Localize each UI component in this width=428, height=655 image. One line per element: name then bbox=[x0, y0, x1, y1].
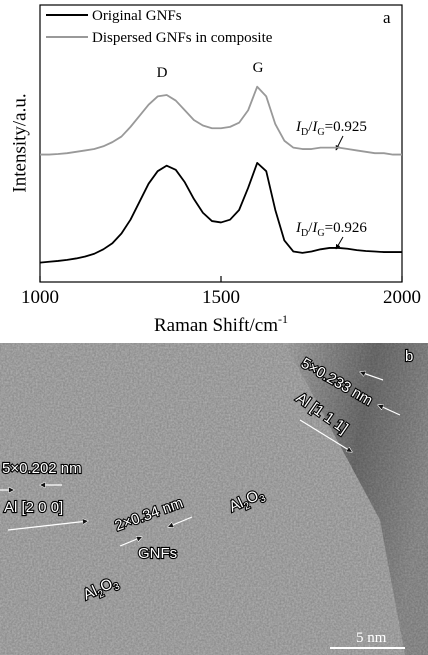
arrow bbox=[168, 516, 193, 527]
ratio-label-part: G bbox=[317, 127, 324, 138]
ratio-label: ID/IG=0.925 bbox=[295, 119, 367, 138]
x-axis-label-superscript: -1 bbox=[278, 312, 288, 326]
ratio-label-part: / bbox=[308, 220, 313, 236]
ratio-label-part: I bbox=[295, 119, 302, 135]
ratio-label-part: I bbox=[311, 119, 318, 135]
legend-label: Original GNFs bbox=[92, 8, 182, 24]
series-line bbox=[40, 85, 402, 156]
arrow bbox=[119, 537, 142, 547]
x-tick-label: 1500 bbox=[202, 287, 240, 308]
tem-dark-region bbox=[285, 343, 428, 655]
x-axis-label-text: Raman Shift/cm bbox=[154, 315, 278, 336]
arrow bbox=[7, 521, 88, 531]
tem-arrows bbox=[0, 372, 401, 547]
y-axis-label: Intensity/a.u. bbox=[9, 93, 30, 192]
panel-label: a bbox=[383, 8, 391, 27]
arrow bbox=[299, 419, 352, 452]
ratio-label-part: =0.926 bbox=[325, 220, 368, 236]
x-tick-label: 2000 bbox=[383, 287, 421, 308]
ratio-label-part: / bbox=[308, 119, 313, 135]
scale-bar-label: 5 nm bbox=[356, 630, 387, 646]
annotation-arrow bbox=[335, 236, 344, 250]
legend-label: Dispersed GNFs in composite bbox=[92, 30, 273, 46]
ratio-label-part: D bbox=[301, 127, 308, 138]
ratio-label-part: I bbox=[311, 220, 318, 236]
ratio-label: ID/IG=0.926 bbox=[295, 220, 367, 239]
ratio-label-part: D bbox=[301, 228, 308, 239]
ratio-label-part: G bbox=[317, 228, 324, 239]
annotation: Al [2 0 0] bbox=[4, 499, 63, 516]
x-tick-label: 1000 bbox=[21, 287, 59, 308]
series-line bbox=[39, 161, 402, 264]
raman-chart: a Intensity/a.u. Raman Shift/cm-1 1000 15… bbox=[9, 4, 421, 336]
annotation: 5×0.202 nm bbox=[2, 460, 82, 477]
arrow bbox=[378, 405, 401, 416]
arrow bbox=[360, 372, 384, 381]
peak-label: D bbox=[157, 65, 168, 81]
ratio-label-part: =0.925 bbox=[325, 119, 367, 135]
plot-frame bbox=[39, 4, 403, 283]
x-axis-label: Raman Shift/cm-1 bbox=[154, 312, 288, 336]
panel-label: b bbox=[405, 348, 413, 365]
annotation: GNFs bbox=[138, 545, 177, 562]
tem-image: b 5×0.233 nm Al [1 1 1] 5×0.202 nm Al [2… bbox=[0, 343, 428, 655]
peak-label: G bbox=[253, 60, 264, 76]
ratio-label-part: I bbox=[295, 220, 302, 236]
phase-label: Al2O3 bbox=[81, 573, 123, 607]
